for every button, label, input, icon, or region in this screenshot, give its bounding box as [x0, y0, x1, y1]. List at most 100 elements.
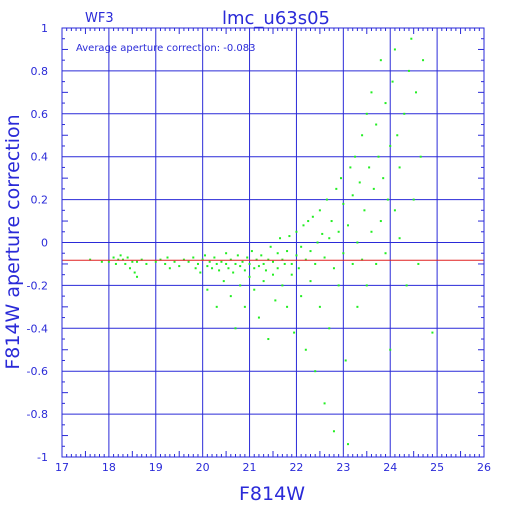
data-point: [384, 102, 387, 105]
data-point: [121, 258, 124, 261]
data-point: [314, 370, 317, 373]
data-point: [243, 305, 246, 308]
data-point: [337, 230, 340, 233]
data-point: [178, 265, 181, 268]
y-tick-label: 0: [41, 237, 48, 250]
data-point: [260, 254, 263, 257]
data-point: [199, 271, 202, 274]
grid-lines: [62, 28, 484, 457]
data-point: [349, 166, 352, 169]
data-point: [234, 262, 237, 265]
data-point: [304, 258, 307, 261]
data-point: [351, 262, 354, 265]
data-point: [368, 166, 371, 169]
data-point: [128, 267, 131, 270]
data-point: [375, 123, 378, 126]
data-point: [234, 327, 237, 330]
data-point: [361, 134, 364, 137]
data-point: [302, 224, 305, 227]
data-point: [208, 260, 211, 263]
data-point: [321, 232, 324, 235]
data-point: [100, 260, 103, 263]
x-tick-label: 26: [477, 461, 491, 474]
data-point: [290, 273, 293, 276]
data-point: [222, 280, 225, 283]
data-point: [363, 209, 366, 212]
data-point: [269, 245, 272, 248]
data-point: [215, 305, 218, 308]
data-point: [431, 331, 434, 334]
y-tick-label: -0.8: [27, 408, 48, 421]
data-point: [124, 262, 127, 265]
data-point: [281, 258, 284, 261]
y-tick-label: 0.6: [31, 108, 49, 121]
y-tick-labels: -1 -0.8 -0.6 -0.4 -0.2 0 0.2 0.4 0.6 0.8 1: [27, 22, 48, 464]
x-tick-label: 25: [430, 461, 444, 474]
data-point: [337, 284, 340, 287]
data-point: [218, 269, 221, 272]
data-point: [330, 220, 333, 223]
data-point: [365, 112, 368, 115]
data-point: [307, 220, 310, 223]
data-point: [232, 271, 235, 274]
data-point: [145, 262, 148, 265]
data-point: [117, 258, 120, 261]
data-point: [370, 91, 373, 94]
data-point: [347, 224, 350, 227]
data-point: [276, 267, 279, 270]
data-point: [133, 271, 136, 274]
data-point: [136, 275, 139, 278]
data-point: [239, 265, 242, 268]
data-point: [323, 256, 326, 259]
data-point: [370, 230, 373, 233]
data-point: [241, 260, 244, 263]
data-point: [417, 262, 420, 265]
data-point: [243, 269, 246, 272]
x-tick-label: 23: [336, 461, 350, 474]
data-point: [304, 348, 307, 351]
y-tick-label: -0.2: [27, 279, 48, 292]
data-point: [309, 250, 312, 253]
data-point: [286, 250, 289, 253]
data-point: [398, 166, 401, 169]
data-point: [356, 305, 359, 308]
data-point: [250, 250, 253, 253]
data-point: [201, 258, 204, 261]
data-point: [248, 275, 251, 278]
data-point: [365, 284, 368, 287]
data-point: [119, 254, 122, 257]
x-tick-label: 22: [289, 461, 303, 474]
data-point: [314, 262, 317, 265]
data-point: [239, 284, 242, 287]
plot-frame: [61, 27, 485, 458]
data-point: [372, 187, 375, 190]
data-point: [267, 258, 270, 261]
y-tick-label: -1: [37, 451, 48, 464]
data-point: [253, 288, 256, 291]
data-point: [354, 155, 357, 158]
y-tick-label: 1: [41, 22, 48, 35]
data-point: [236, 254, 239, 257]
data-point: [126, 256, 129, 259]
x-tick-label: 18: [102, 461, 116, 474]
data-point: [290, 262, 293, 265]
data-point: [295, 254, 298, 257]
data-point: [375, 262, 378, 265]
data-point: [407, 69, 410, 72]
data-point: [225, 262, 228, 265]
data-point: [382, 177, 385, 180]
data-point: [391, 80, 394, 83]
chart-title: lmc_u63s05: [222, 8, 330, 29]
data-point: [379, 59, 382, 62]
data-point: [396, 134, 399, 137]
data-point: [384, 252, 387, 255]
data-point: [342, 252, 345, 255]
annotation-text: Average aperture correction: -0.083: [76, 43, 256, 54]
data-point: [323, 402, 326, 405]
x-tick-labels: 17 18 19 20 21 22 23 24 25 26: [55, 461, 491, 474]
data-point: [344, 359, 347, 362]
data-point: [264, 269, 267, 272]
data-point: [206, 288, 209, 291]
data-point: [297, 267, 300, 270]
data-point: [356, 241, 359, 244]
